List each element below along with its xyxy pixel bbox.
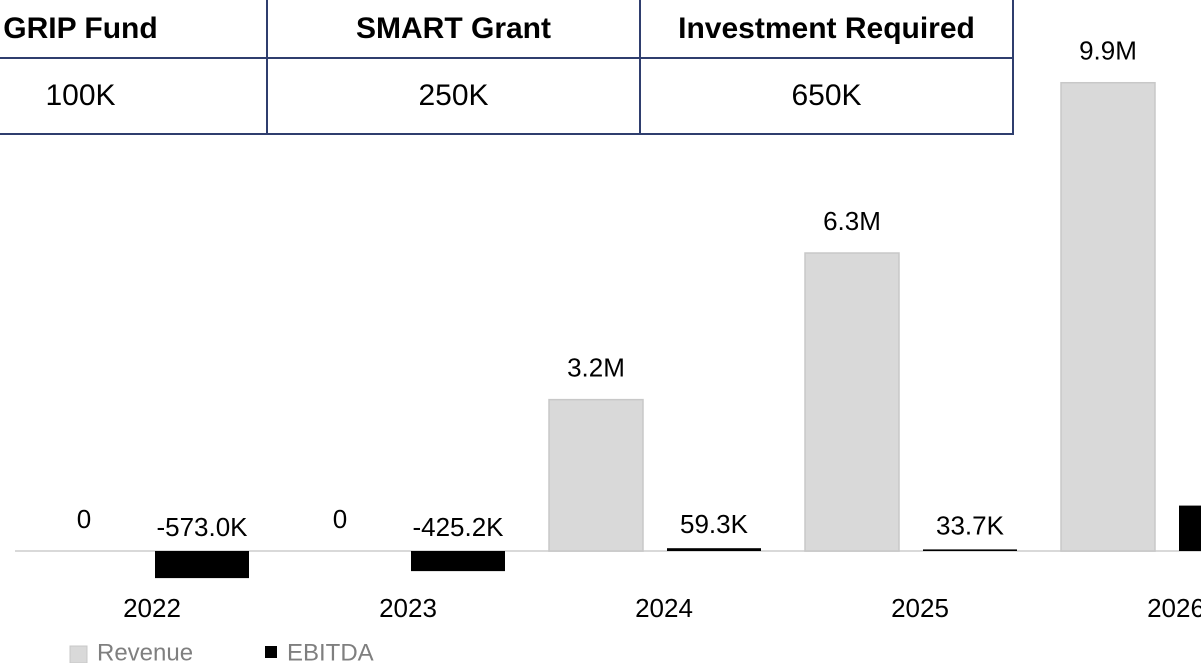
bar [1060,81,1156,552]
bar [155,551,249,579]
data-label: 59.3K [680,509,749,539]
data-label: 9.9M [1079,36,1137,66]
value-cell: 100K [0,57,268,135]
data-label: 0 [333,504,347,534]
data-label: -573.0K [156,512,248,542]
funding-table: GRIP Fund SMART Grant Investment Require… [0,0,1014,135]
legend-label: EBITDA [287,639,374,663]
x-tick-label: 2026 [1147,593,1201,623]
x-tick-label: 2024 [635,593,693,623]
data-label: 33.7K [936,510,1005,540]
bar [411,551,505,572]
header-row: GRIP Fund SMART Grant Investment Require… [0,0,1014,59]
bar [1179,505,1201,551]
legend-swatch [265,646,277,658]
data-label: -425.2K [412,512,504,542]
header-cell: GRIP Fund [0,0,268,59]
x-tick-label: 2025 [891,593,949,623]
x-tick-label: 2022 [123,593,181,623]
bar [667,548,761,551]
bar [923,549,1017,551]
data-label: 0 [77,504,91,534]
header-cell: SMART Grant [266,0,641,59]
header-cell: Investment Required [639,0,1014,59]
bar [804,252,900,552]
value-row: 100K 250K 650K [0,57,1014,135]
value-cell: 650K [639,57,1014,135]
legend-swatch [69,645,88,663]
value-cell: 250K [266,57,641,135]
data-label: 6.3M [823,206,881,236]
data-label: 3.2M [567,353,625,383]
legend-label: Revenue [97,639,193,663]
bar [548,398,644,552]
x-tick-label: 2023 [379,593,437,623]
